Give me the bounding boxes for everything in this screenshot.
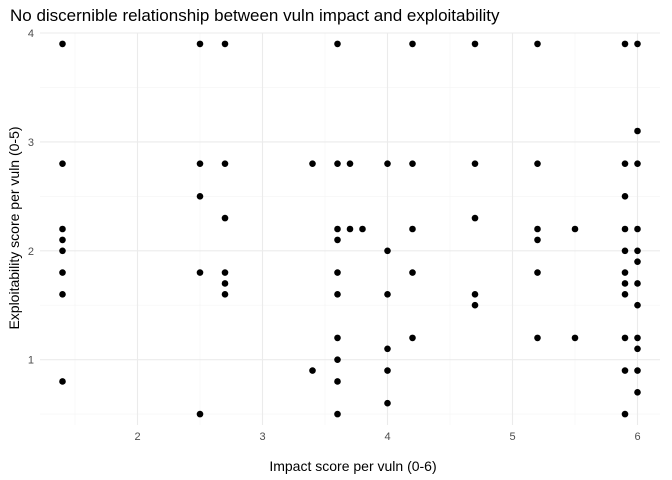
data-point <box>471 40 479 48</box>
data-point <box>634 160 641 167</box>
data-point <box>621 291 629 298</box>
data-point <box>384 291 391 298</box>
data-point <box>534 160 541 167</box>
data-point <box>621 410 629 418</box>
y-axis-title: Exploitability score per vuln (0-5) <box>6 126 22 329</box>
data-point <box>221 291 229 298</box>
data-point <box>221 160 229 167</box>
data-point <box>221 40 229 48</box>
data-point <box>196 410 204 418</box>
data-point <box>334 334 341 342</box>
data-point <box>221 214 229 222</box>
data-point <box>59 160 66 167</box>
data-point <box>409 269 416 276</box>
data-point <box>334 236 341 244</box>
data-point <box>621 193 629 200</box>
data-point <box>534 40 541 48</box>
data-point <box>471 160 479 167</box>
data-point <box>534 225 541 233</box>
data-point <box>196 269 204 276</box>
plot-gridlines <box>40 32 660 425</box>
data-point <box>471 214 479 222</box>
data-point <box>359 225 366 233</box>
data-point <box>534 269 541 276</box>
y-axis-ticks: 1 2 3 4 <box>28 28 34 367</box>
data-point <box>196 193 204 200</box>
data-point <box>334 291 341 298</box>
data-points <box>59 40 641 418</box>
data-point <box>534 236 541 244</box>
data-point <box>384 345 391 353</box>
data-point <box>59 269 66 276</box>
data-point <box>621 334 629 342</box>
data-point <box>221 280 229 287</box>
data-point <box>334 356 341 363</box>
x-tick-label: 2 <box>134 431 140 443</box>
data-point <box>334 40 341 48</box>
x-tick-label: 5 <box>509 431 515 443</box>
data-point <box>196 160 204 167</box>
data-point <box>384 399 391 407</box>
chart-title: No discernible relationship between vuln… <box>10 6 500 25</box>
data-point <box>59 378 66 385</box>
data-point <box>59 225 66 233</box>
data-point <box>409 334 416 342</box>
data-point <box>471 301 479 309</box>
data-point <box>309 367 316 374</box>
data-point <box>634 389 641 396</box>
data-point <box>346 225 354 233</box>
data-point <box>384 160 391 167</box>
data-point <box>634 258 641 265</box>
x-axis-title: Impact score per vuln (0-6) <box>269 458 436 474</box>
x-tick-label: 6 <box>634 431 640 443</box>
y-tick-label: 3 <box>28 137 34 149</box>
data-point <box>634 345 641 353</box>
data-point <box>59 247 66 255</box>
data-point <box>409 225 416 233</box>
data-point <box>621 225 629 233</box>
data-point <box>384 367 391 374</box>
data-point <box>634 127 641 135</box>
x-tick-label: 4 <box>384 431 390 443</box>
data-point <box>621 269 629 276</box>
data-point <box>334 225 341 233</box>
data-point <box>196 40 204 48</box>
data-point <box>334 160 341 167</box>
data-point <box>634 301 641 309</box>
data-point <box>621 160 629 167</box>
data-point <box>634 40 641 48</box>
data-point <box>571 225 579 233</box>
data-point <box>621 280 629 287</box>
data-point <box>634 225 641 233</box>
y-tick-label: 2 <box>28 246 34 258</box>
data-point <box>346 160 354 167</box>
data-point <box>59 40 66 48</box>
data-point <box>621 367 629 374</box>
data-point <box>409 40 416 48</box>
data-point <box>309 160 316 167</box>
data-point <box>384 247 391 255</box>
data-point <box>571 334 579 342</box>
data-point <box>534 334 541 342</box>
data-point <box>634 247 641 255</box>
x-tick-label: 3 <box>259 431 265 443</box>
data-point <box>634 280 641 287</box>
data-point <box>634 334 641 342</box>
data-point <box>221 269 229 276</box>
data-point <box>334 410 341 418</box>
y-tick-label: 4 <box>28 28 34 40</box>
data-point <box>409 160 416 167</box>
data-point <box>621 247 629 255</box>
data-point <box>59 236 66 244</box>
data-point <box>471 291 479 298</box>
data-point <box>621 40 629 48</box>
x-axis-ticks: 2 3 4 5 6 <box>134 431 640 443</box>
data-point <box>334 378 341 385</box>
data-point <box>634 367 641 374</box>
y-tick-label: 1 <box>28 355 34 367</box>
data-point <box>334 269 341 276</box>
data-point <box>59 291 66 298</box>
